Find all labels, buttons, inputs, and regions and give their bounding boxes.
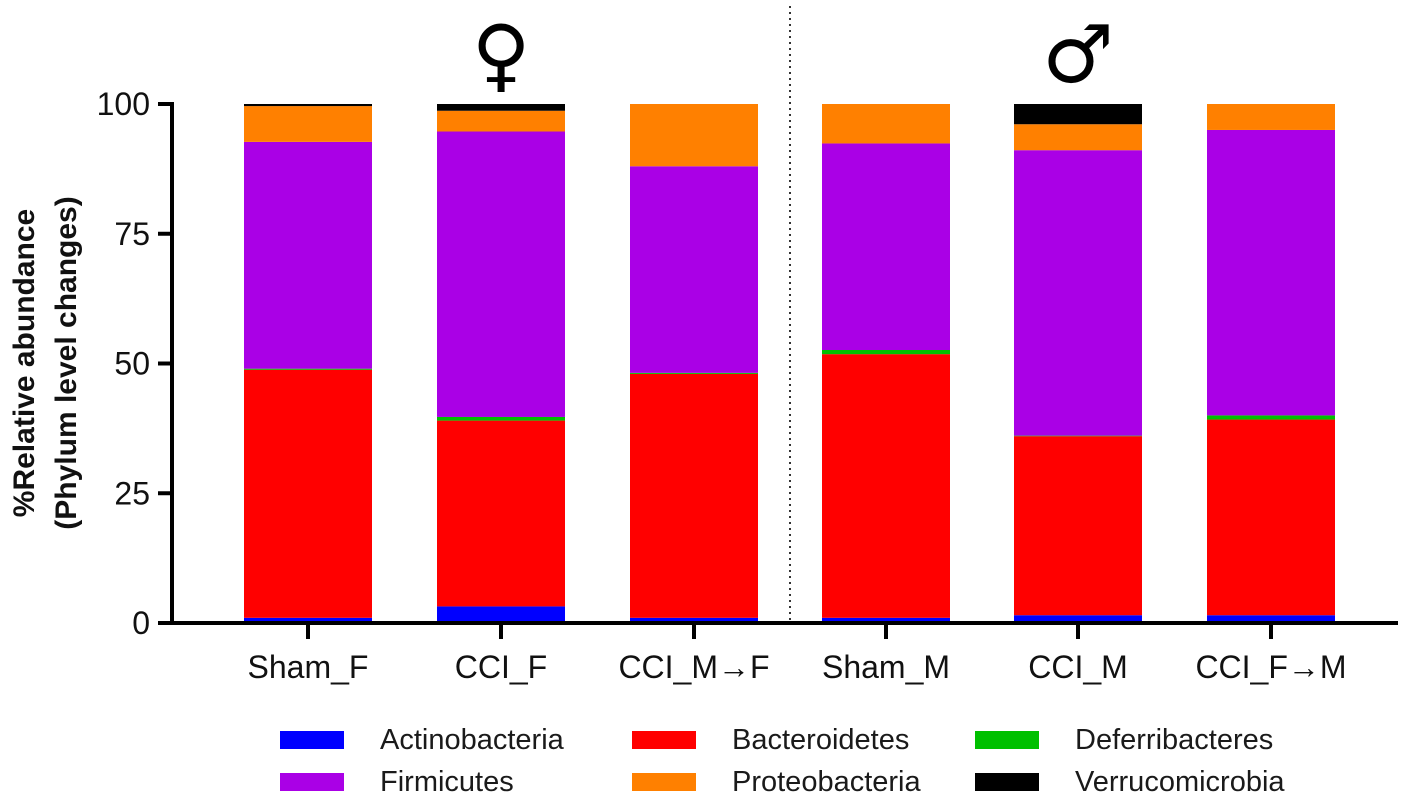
bar-segment-proteobacteria-sham-m <box>822 104 950 144</box>
y-axis-title-line1: %Relative abundance <box>8 209 41 517</box>
legend-swatch-verrucomicrobia <box>975 773 1039 791</box>
legend-item-proteobacteria: Proteobacteria <box>632 762 921 802</box>
bar-segment-bacteroidetes-cci-m-f <box>630 373 758 618</box>
legend-label-actinobacteria: Actinobacteria <box>380 723 564 756</box>
bar-segment-deferribacteres-cci-f-m <box>1207 415 1335 420</box>
bar-segment-actinobacteria-cci-m-f <box>630 617 758 623</box>
legend-label-deferribacteres: Deferribacteres <box>1075 723 1274 756</box>
y-tick-label-50: 50 <box>114 346 150 382</box>
bar-segment-bacteroidetes-cci-f-m <box>1207 419 1335 616</box>
bar-segment-deferribacteres-cci-m <box>1014 435 1142 437</box>
bar-segment-proteobacteria-sham-f <box>244 106 372 142</box>
bar-segment-firmicutes-cci-m-f <box>630 166 758 373</box>
axes-layer <box>158 6 1398 639</box>
y-tick-label-0: 0 <box>132 605 150 641</box>
x-tick-label-cci-m-f: CCI_M→F <box>618 649 769 685</box>
bar-segment-deferribacteres-cci-f <box>437 416 565 421</box>
legend-label-proteobacteria: Proteobacteria <box>732 765 921 798</box>
bar-segment-firmicutes-cci-f-m <box>1207 129 1335 416</box>
x-tick-label-cci-f-m: CCI_F→M <box>1195 649 1346 685</box>
bar-segment-actinobacteria-sham-f <box>244 617 372 623</box>
legend-item-actinobacteria: Actinobacteria <box>280 720 564 760</box>
bar-segment-bacteroidetes-sham-m <box>822 354 950 618</box>
group-symbol-1: ♂ <box>1042 8 1114 101</box>
legend-label-firmicutes: Firmicutes <box>380 765 514 798</box>
x-tick-label-cci-f: CCI_F <box>455 649 547 685</box>
bar-segment-actinobacteria-cci-f-m <box>1207 615 1335 623</box>
legend-swatch-proteobacteria <box>632 773 696 791</box>
bar-segment-verrucomicrobia-cci-m <box>1014 104 1142 125</box>
x-tick-label-sham-f: Sham_F <box>248 649 369 685</box>
bar-segment-proteobacteria-cci-f-m <box>1207 104 1335 130</box>
legend-label-bacteroidetes: Bacteroidetes <box>732 723 910 756</box>
legend-item-firmicutes: Firmicutes <box>280 762 514 802</box>
bar-segment-firmicutes-sham-m <box>822 143 950 351</box>
bar-segment-actinobacteria-cci-m <box>1014 615 1142 623</box>
legend-swatch-firmicutes <box>280 773 344 791</box>
bar-segment-firmicutes-cci-m <box>1014 150 1142 436</box>
bar-segment-firmicutes-sham-f <box>244 141 372 369</box>
bar-segment-proteobacteria-cci-f <box>437 110 565 132</box>
legend-item-bacteroidetes: Bacteroidetes <box>632 720 909 760</box>
bar-segment-deferribacteres-cci-m-f <box>630 372 758 374</box>
bar-segment-actinobacteria-cci-f <box>437 606 565 623</box>
bar-segment-bacteroidetes-cci-m <box>1014 436 1142 616</box>
legend-swatch-deferribacteres <box>975 731 1039 749</box>
legend-label-verrucomicrobia: Verrucomicrobia <box>1075 765 1285 798</box>
legend-item-verrucomicrobia: Verrucomicrobia <box>975 762 1285 802</box>
y-tick-label-100: 100 <box>97 86 150 122</box>
legend-item-deferribacteres: Deferribacteres <box>975 720 1273 760</box>
group-symbol-0: ♀ <box>472 8 531 101</box>
bars-layer <box>244 104 1335 623</box>
x-tick-label-cci-m: CCI_M <box>1028 649 1128 685</box>
legend-swatch-actinobacteria <box>280 731 344 749</box>
y-tick-label-25: 25 <box>114 475 150 511</box>
bar-segment-deferribacteres-sham-m <box>822 350 950 355</box>
bar-segment-actinobacteria-sham-m <box>822 617 950 623</box>
y-tick-label-75: 75 <box>114 216 150 252</box>
bar-segment-verrucomicrobia-sham-f <box>244 104 372 107</box>
bar-segment-firmicutes-cci-f <box>437 131 565 417</box>
bar-segment-deferribacteres-sham-f <box>244 368 372 370</box>
bar-segment-bacteroidetes-sham-f <box>244 369 372 618</box>
bar-segment-proteobacteria-cci-m <box>1014 124 1142 151</box>
x-tick-label-sham-m: Sham_M <box>822 649 950 685</box>
y-axis-title-line2: (Phylum level changes) <box>50 196 83 529</box>
bar-segment-proteobacteria-cci-m-f <box>630 104 758 167</box>
labels-layer: 0 25 50 75 100 Sham_F CCI_F CCI_M→F Sham_M CCI_M C… <box>8 8 1347 685</box>
legend-swatch-bacteroidetes <box>632 731 696 749</box>
bar-segment-bacteroidetes-cci-f <box>437 420 565 607</box>
bar-segment-verrucomicrobia-cci-f <box>437 104 565 111</box>
